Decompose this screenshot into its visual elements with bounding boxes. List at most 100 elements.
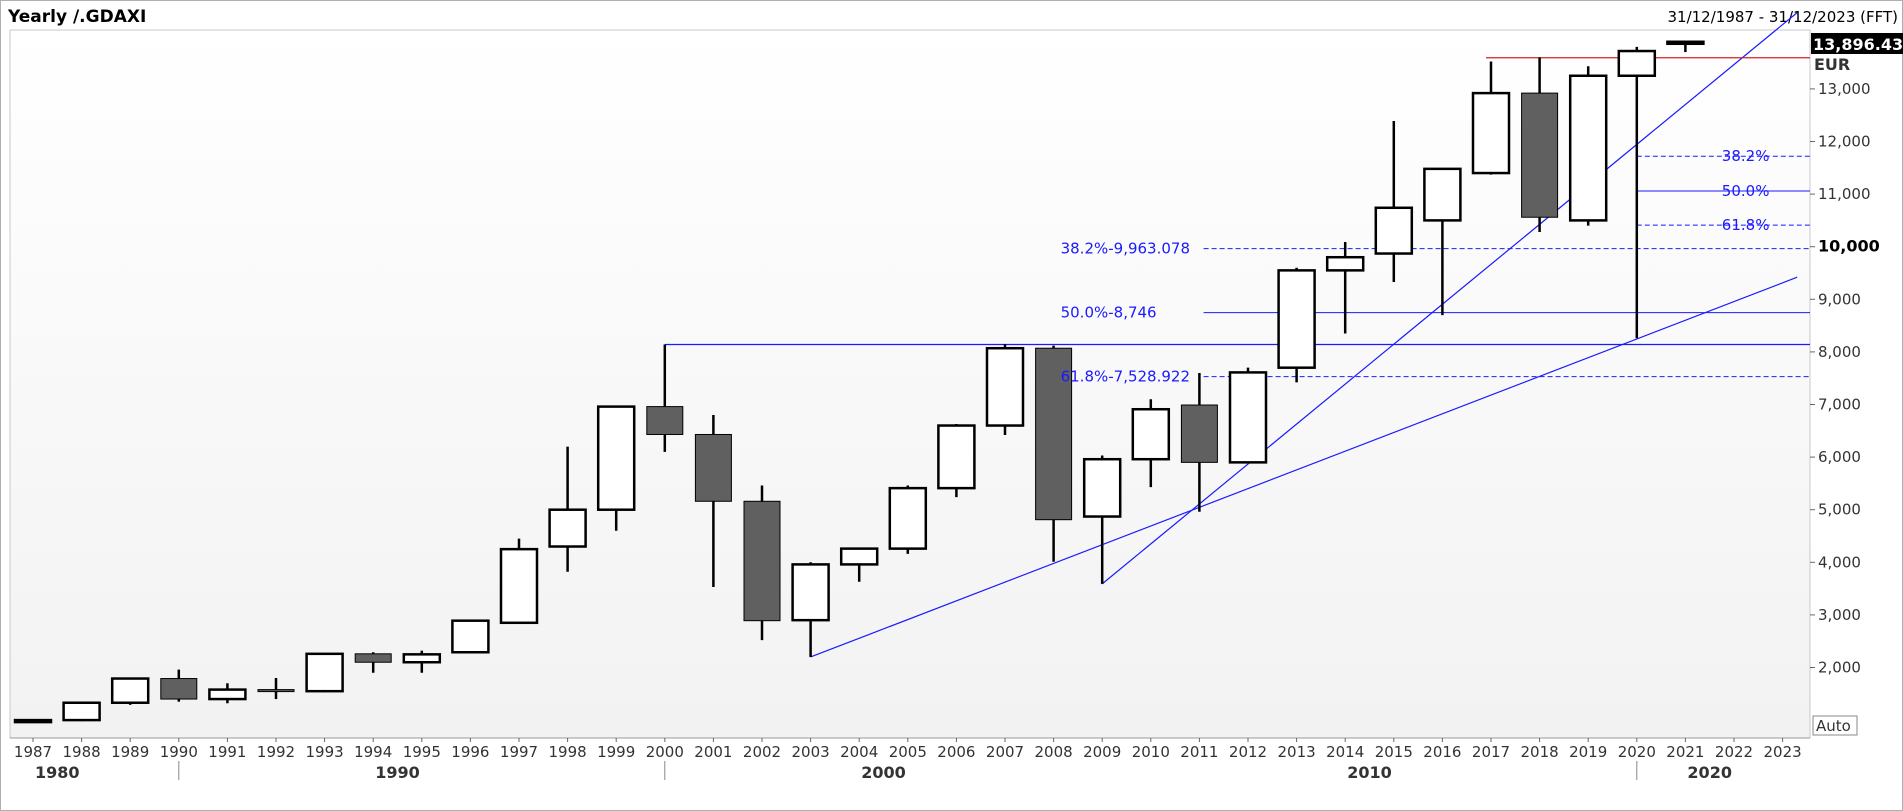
x-tick-label: 1992: [257, 743, 295, 761]
candle-body: [13, 718, 53, 724]
x-tick-label: 2019: [1569, 743, 1607, 761]
x-tick-label: 2015: [1375, 743, 1413, 761]
candle-body: [791, 563, 830, 622]
x-tick-label: 1993: [306, 743, 344, 761]
y-tick-label: 5,000: [1818, 501, 1861, 519]
candle-body: [1423, 167, 1462, 222]
x-tick-label: 2006: [937, 743, 975, 761]
auto-scale-label: Auto: [1816, 717, 1851, 735]
candles: [13, 40, 1705, 724]
x-tick-label: 2016: [1423, 743, 1461, 761]
x-tick-label: 2014: [1326, 743, 1364, 761]
auto-scale-button[interactable]: [1812, 715, 1858, 736]
y-tick-label: 8,000: [1818, 343, 1861, 361]
candle-body: [1277, 269, 1316, 369]
candle-body: [208, 688, 247, 701]
x-tick-label: 2000: [646, 743, 684, 761]
x-tick-label: 2004: [840, 743, 878, 761]
x-tick-label: 1999: [597, 743, 635, 761]
candle-body: [1180, 404, 1218, 463]
x-tick-label: 2017: [1472, 743, 1510, 761]
date-range: 31/12/1987 - 31/12/2023 (FFT): [1668, 8, 1899, 26]
x-tick-label: 1990: [160, 743, 198, 761]
candle-body: [305, 652, 344, 693]
candle-body: [62, 701, 101, 722]
x-tick-label: 2007: [986, 743, 1024, 761]
candle-body: [499, 547, 539, 625]
last-price-label: 13,896.430: [1813, 35, 1903, 54]
candle-body: [257, 689, 295, 693]
fib-label: 61.8%: [1722, 216, 1770, 234]
fib-labels: 38.2%-9,963.078 50.0%-8,746 61.8%-7,528.92…: [1061, 147, 1770, 385]
x-axis: 1987 1988 1989 1990 1991 1992 1993 1994 1995 1996…: [10, 737, 1810, 782]
x-tick-label: 1997: [500, 743, 538, 761]
candle-body: [1521, 92, 1559, 218]
candle-body: [1325, 255, 1365, 272]
candle-body: [1082, 457, 1122, 518]
decade-label: 2000: [861, 763, 906, 782]
x-tick-label: 1998: [549, 743, 587, 761]
fib-label: 38.2%-9,963.078: [1061, 240, 1190, 258]
x-tick-label: 2003: [792, 743, 830, 761]
x-tick-label: 1994: [354, 743, 392, 761]
candle-body: [985, 346, 1025, 427]
x-tick-label: 2012: [1229, 743, 1267, 761]
candle-body: [548, 508, 587, 548]
y-tick-label: 11,000: [1818, 185, 1871, 203]
y-tick-label: 12,000: [1818, 133, 1871, 151]
fib-label: 50.0%: [1722, 182, 1770, 200]
y-tick-label: 6,000: [1818, 448, 1861, 466]
candle-body: [1035, 347, 1073, 521]
x-tick-label: 2010: [1132, 743, 1170, 761]
y-tick-label: 7,000: [1818, 396, 1861, 414]
candle-body: [694, 433, 732, 502]
fib-label: 61.8%-7,528.922: [1061, 368, 1190, 386]
decade-label: 1980: [35, 763, 80, 782]
x-tick-label: 2002: [743, 743, 781, 761]
y-tick-label: 4,000: [1818, 553, 1861, 571]
x-tick-label: 2013: [1278, 743, 1316, 761]
x-tick-label: 2021: [1666, 743, 1704, 761]
trendline: [810, 276, 1798, 658]
candle-body: [354, 653, 392, 663]
x-tick-label: 1995: [403, 743, 441, 761]
candle-body: [402, 653, 442, 664]
candle-body: [937, 424, 976, 490]
fib-label: 50.0%-8,746: [1061, 304, 1157, 322]
x-tick-label: 2008: [1035, 743, 1073, 761]
fib-label: 38.2%: [1722, 147, 1770, 165]
x-tick-label: 2009: [1083, 743, 1121, 761]
candle-body: [646, 406, 684, 435]
x-tick-label: 2001: [694, 743, 732, 761]
y-tick-label: 3,000: [1818, 606, 1861, 624]
x-tick-label: 1989: [111, 743, 149, 761]
y-tick-label: 10,000: [1818, 237, 1880, 256]
y-tick-label: 2,000: [1818, 659, 1861, 677]
x-tick-label: 1991: [208, 743, 246, 761]
y-tick-label: 9,000: [1818, 290, 1861, 308]
chart-title: Yearly /.GDAXI: [7, 7, 146, 27]
candle-body: [743, 500, 781, 622]
x-tick-label: 1988: [63, 743, 101, 761]
last-price-box: [1811, 33, 1903, 54]
x-tick-label: 1996: [451, 743, 489, 761]
x-tick-label: 1987: [14, 743, 52, 761]
candle-body: [160, 678, 198, 700]
x-tick-label: 2022: [1715, 743, 1753, 761]
x-tick-label: 2005: [889, 743, 927, 761]
decade-label: 2020: [1687, 763, 1732, 782]
candle-body: [1374, 206, 1414, 255]
trendline: [1101, 12, 1798, 585]
decade-label: 2010: [1347, 763, 1392, 782]
unit-label: EUR: [1814, 55, 1850, 74]
y-axis: 2,000 3,000 4,000 5,000 6,000 7,000 8,000 9,000…: [1810, 80, 1880, 677]
y-tick-label: 13,000: [1818, 80, 1871, 98]
x-tick-label: 2011: [1180, 743, 1218, 761]
candle-body: [1471, 91, 1511, 175]
candle-body: [596, 405, 636, 511]
candle-body: [1568, 74, 1608, 222]
candle-body: [1131, 407, 1171, 461]
annotation-lines: [664, 12, 1810, 658]
x-tick-label: 2023: [1764, 743, 1802, 761]
